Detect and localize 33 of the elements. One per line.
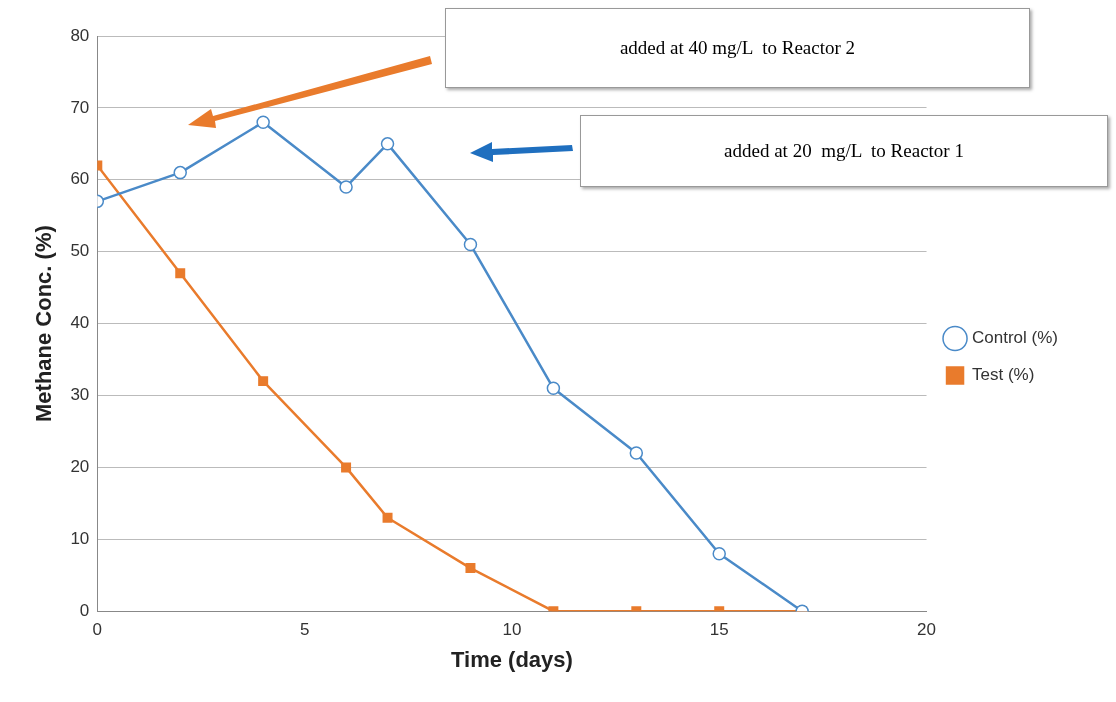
point [546, 381, 561, 396]
point [629, 446, 644, 460]
legend-label: Test (%) [972, 365, 1035, 385]
point [463, 237, 478, 252]
y-tick-label: 0 [79, 600, 90, 620]
point [258, 376, 269, 387]
callout-box: added at 40 mg/L to Reactor 2 [445, 8, 1030, 88]
point [465, 563, 476, 574]
y-tick-label: 10 [70, 528, 90, 548]
x-tick-label: 10 [502, 620, 522, 640]
y-tick-label: 50 [70, 241, 90, 261]
y-tick-label: 20 [70, 457, 90, 477]
y-tick-label: 70 [70, 97, 90, 117]
y-tick-label: 60 [70, 169, 90, 189]
y-tick-label: 40 [70, 313, 90, 333]
x-tick-label: 15 [709, 620, 729, 640]
legend-label: Control (%) [972, 328, 1059, 348]
y-tick-label: 30 [70, 385, 90, 405]
point [256, 115, 270, 130]
point [175, 268, 186, 279]
point [341, 462, 352, 473]
y-axis-title: Methane Conc. (%) [31, 225, 57, 422]
callout-box: added at 20 mg/L to Reactor 1 [580, 115, 1108, 187]
point [382, 512, 393, 523]
x-tick-label: 20 [917, 620, 936, 640]
x-tick-label: 0 [92, 620, 103, 640]
point [173, 165, 187, 180]
x-tick-label: 5 [299, 620, 310, 640]
x-axis-title: Time (days) [450, 646, 573, 672]
point [380, 137, 395, 151]
point [712, 546, 726, 561]
point [339, 180, 353, 194]
y-tick-label: 80 [70, 25, 90, 45]
